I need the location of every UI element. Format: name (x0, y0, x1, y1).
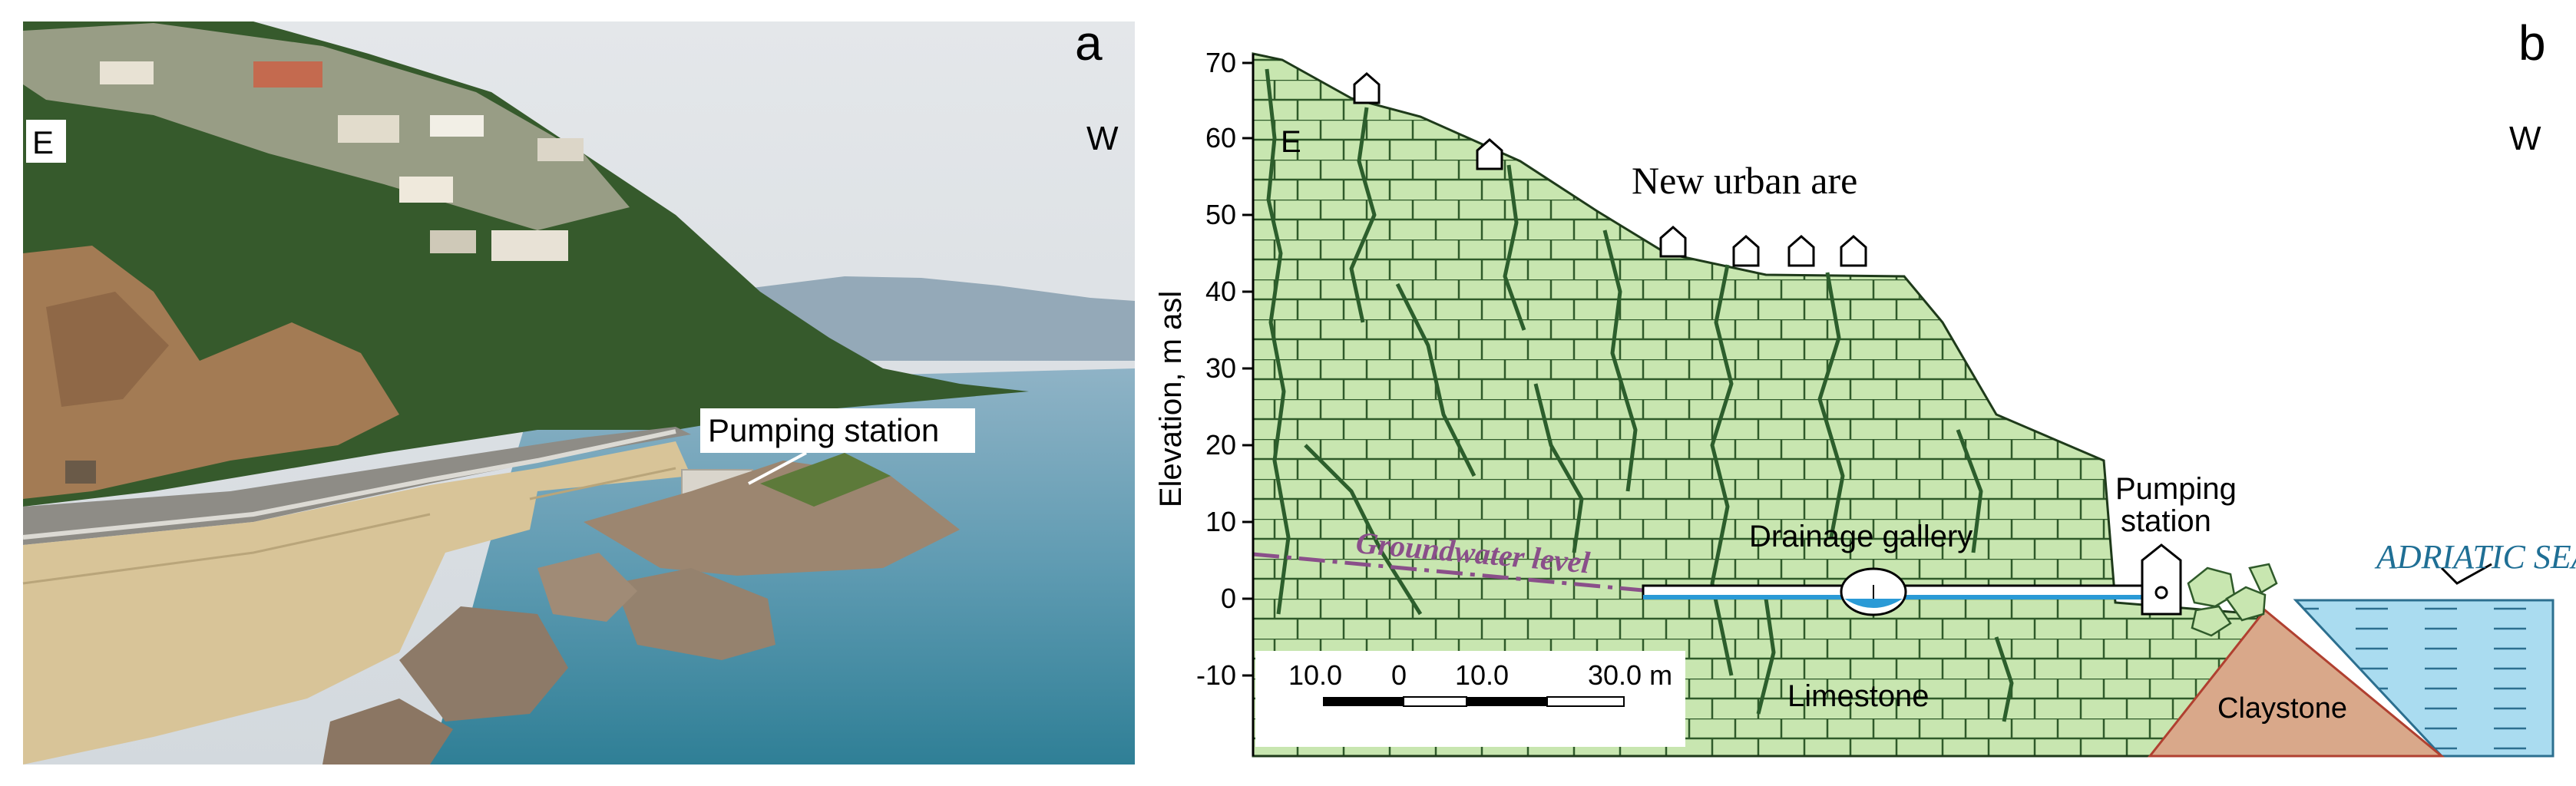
scale-label-4: 30.0 m (1588, 659, 1672, 691)
distant-mountains (752, 276, 1135, 361)
callout-box (700, 408, 975, 453)
panel-a-east-box (26, 120, 66, 163)
y-tick-50: 50 (1205, 199, 1236, 230)
boulders (399, 606, 568, 722)
y-tick-10: 10 (1205, 506, 1236, 537)
y-tick-70: 70 (1205, 47, 1236, 78)
drainage-gallery-label: Drainage gallery (1749, 520, 1973, 553)
callout-label: Pumping station (708, 412, 939, 448)
scale-label-1: 10.0 (1288, 659, 1342, 691)
y-tick-40: 40 (1205, 276, 1236, 307)
claystone-label: Claystone (2217, 692, 2347, 725)
y-tick-0: 0 (1221, 583, 1236, 614)
road (23, 427, 691, 545)
guardrail (22, 429, 676, 540)
panel-a-photo (22, 21, 1135, 765)
pumping-station-label-2: station (2121, 504, 2211, 538)
y-axis (1242, 54, 1255, 756)
adriatic-sea-label: ADRIATIC SEA (2374, 538, 2576, 576)
panel-b-diagram (1252, 52, 2555, 758)
town-buildings (23, 23, 630, 230)
groundwater-line (1252, 552, 1652, 593)
coastal-boulders (2187, 563, 2278, 637)
urban-area-label: New urban are (1632, 159, 1857, 202)
panel-a-east-label: E (32, 124, 54, 160)
claystone-body (2147, 608, 2445, 758)
scale-labels: 10.0 0 10.0 30.0 m (1288, 659, 1672, 691)
houses (1353, 72, 1867, 267)
karst-fissures (1265, 68, 2014, 722)
y-axis-title: Elevation, m asl (1154, 291, 1188, 507)
scale-label-2: 0 (1391, 659, 1407, 691)
shore-rocks (584, 461, 960, 576)
scale-bar (1323, 696, 1625, 707)
pumping-station-symbol (2141, 543, 2182, 616)
y-tick-30: 30 (1205, 352, 1236, 384)
panel-a-letter: a (1075, 15, 1103, 71)
pumping-station-label-1: Pumping (2115, 472, 2237, 506)
sea-level-marker (2440, 563, 2492, 585)
panel-b-east-label: E (1281, 125, 1301, 159)
retaining-wall (23, 441, 691, 765)
panel-b-letter: b (2518, 15, 2546, 71)
y-tick-60: 60 (1205, 122, 1236, 154)
y-tick-minus10: -10 (1196, 659, 1236, 691)
drainage-gallery (1642, 567, 2144, 616)
panel-a-west-label: W (1086, 120, 1119, 157)
y-tick-20: 20 (1205, 429, 1236, 461)
callout-leader (748, 451, 807, 485)
panel-b-west-label: W (2509, 120, 2541, 157)
y-tick-labels: 70 60 50 40 30 20 10 0 -10 (1196, 47, 1236, 691)
limestone-label: Limestone (1787, 679, 1930, 713)
scale-label-3: 10.0 (1455, 659, 1509, 691)
